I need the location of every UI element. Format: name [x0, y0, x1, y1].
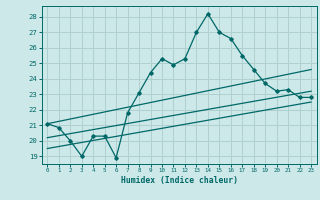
X-axis label: Humidex (Indice chaleur): Humidex (Indice chaleur)	[121, 176, 238, 185]
